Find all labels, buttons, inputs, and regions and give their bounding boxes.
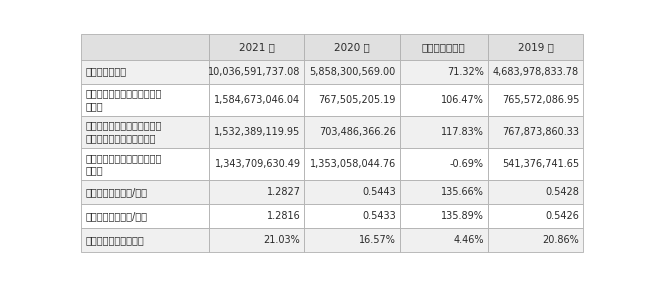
Bar	[81, 228, 209, 252]
Text: 营业收入（元）: 营业收入（元）	[85, 67, 126, 77]
Text: 20.86%: 20.86%	[542, 235, 579, 245]
Text: 1.2827: 1.2827	[266, 187, 301, 197]
Bar	[81, 204, 209, 228]
Bar	[81, 84, 209, 116]
Bar	[209, 204, 305, 228]
Text: 1.2816: 1.2816	[267, 211, 301, 221]
Text: 16.57%: 16.57%	[359, 235, 396, 245]
Bar	[488, 34, 583, 60]
Bar	[81, 34, 209, 60]
Text: 541,376,741.65: 541,376,741.65	[502, 159, 579, 169]
Bar	[488, 60, 583, 84]
Bar	[209, 34, 305, 60]
Text: 归属于上市公司股东的净利润
（元）: 归属于上市公司股东的净利润 （元）	[85, 88, 161, 111]
Text: 4,683,978,833.78: 4,683,978,833.78	[493, 67, 579, 77]
Text: 4.46%: 4.46%	[453, 235, 484, 245]
Bar	[81, 148, 209, 180]
Text: 2019 年: 2019 年	[518, 42, 553, 52]
Bar	[400, 180, 488, 204]
Bar	[81, 180, 209, 204]
Text: 1,343,709,630.49: 1,343,709,630.49	[214, 159, 301, 169]
Bar	[400, 116, 488, 148]
Bar	[305, 60, 400, 84]
Bar	[400, 148, 488, 180]
Bar	[305, 148, 400, 180]
Text: 0.5433: 0.5433	[362, 211, 396, 221]
Bar	[209, 60, 305, 84]
Text: 135.66%: 135.66%	[441, 187, 484, 197]
Text: 71.32%: 71.32%	[447, 67, 484, 77]
Bar	[81, 60, 209, 84]
Bar	[209, 84, 305, 116]
Bar	[400, 34, 488, 60]
Text: 加权平均净资产收益率: 加权平均净资产收益率	[85, 235, 144, 245]
Text: 2021 年: 2021 年	[239, 42, 275, 52]
Bar	[305, 228, 400, 252]
Text: 归属于上市公司股东的扣除非
经常性损益的净利润（元）: 归属于上市公司股东的扣除非 经常性损益的净利润（元）	[85, 121, 161, 143]
Text: 5,858,300,569.00: 5,858,300,569.00	[310, 67, 396, 77]
Text: 1,353,058,044.76: 1,353,058,044.76	[310, 159, 396, 169]
Bar	[488, 204, 583, 228]
Text: 0.5426: 0.5426	[546, 211, 579, 221]
Bar	[488, 84, 583, 116]
Bar	[400, 204, 488, 228]
Bar	[488, 180, 583, 204]
Text: 10,036,591,737.08: 10,036,591,737.08	[208, 67, 301, 77]
Bar	[209, 148, 305, 180]
Bar	[488, 116, 583, 148]
Bar	[400, 60, 488, 84]
Text: 基本每股收益（元/股）: 基本每股收益（元/股）	[85, 187, 147, 197]
Text: 135.89%: 135.89%	[441, 211, 484, 221]
Bar	[400, 228, 488, 252]
Bar	[488, 228, 583, 252]
Text: 767,505,205.19: 767,505,205.19	[319, 95, 396, 105]
Text: 703,486,366.26: 703,486,366.26	[319, 127, 396, 137]
Bar	[488, 148, 583, 180]
Text: -0.69%: -0.69%	[450, 159, 484, 169]
Bar	[305, 204, 400, 228]
Text: 106.47%: 106.47%	[441, 95, 484, 105]
Text: 1,532,389,119.95: 1,532,389,119.95	[214, 127, 301, 137]
Text: 767,873,860.33: 767,873,860.33	[502, 127, 579, 137]
Bar	[305, 180, 400, 204]
Bar	[209, 180, 305, 204]
Bar	[305, 116, 400, 148]
Bar	[400, 84, 488, 116]
Text: 本年比上年增减: 本年比上年增减	[422, 42, 466, 52]
Text: 2020 年: 2020 年	[334, 42, 370, 52]
Bar	[81, 116, 209, 148]
Text: 117.83%: 117.83%	[441, 127, 484, 137]
Text: 0.5443: 0.5443	[362, 187, 396, 197]
Text: 765,572,086.95: 765,572,086.95	[502, 95, 579, 105]
Bar	[305, 84, 400, 116]
Text: 稀释每股收益（元/股）: 稀释每股收益（元/股）	[85, 211, 147, 221]
Bar	[209, 228, 305, 252]
Bar	[209, 116, 305, 148]
Bar	[305, 34, 400, 60]
Text: 0.5428: 0.5428	[546, 187, 579, 197]
Text: 经营活动产生的现金流量净额
（元）: 经营活动产生的现金流量净额 （元）	[85, 153, 161, 176]
Text: 21.03%: 21.03%	[264, 235, 301, 245]
Text: 1,584,673,046.04: 1,584,673,046.04	[214, 95, 301, 105]
